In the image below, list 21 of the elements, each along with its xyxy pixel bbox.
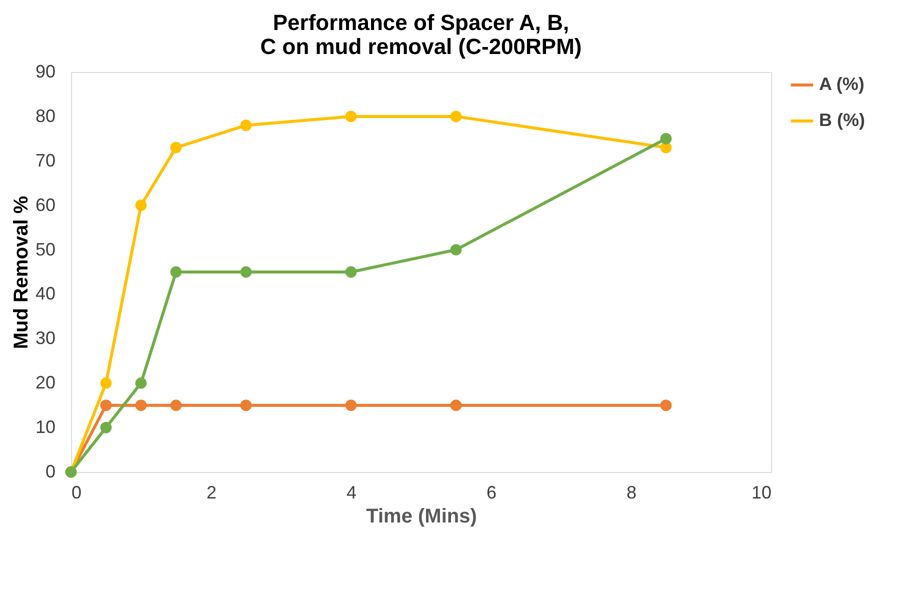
x-axis-title: Time (Mins) (366, 506, 477, 528)
chart-title: Performance of Spacer A, B, C on mud removal (C-200RPM) (260, 10, 582, 59)
y-axis-title: Mud Removal % (10, 196, 32, 350)
y-tick-label: 90 (35, 62, 56, 82)
x-tick-label: 6 (486, 482, 497, 502)
y-tick-label: 70 (35, 150, 56, 170)
y-tick-label: 10 (35, 417, 56, 438)
y-tick-label: 30 (35, 328, 56, 348)
y-tick-label: 80 (35, 106, 56, 126)
x-tick-label: 4 (346, 482, 357, 502)
y-tick-label: 50 (35, 239, 56, 260)
y-tick-label: 40 (35, 284, 56, 304)
x-tick-label: 2 (206, 482, 217, 502)
legend-label: B (%) (819, 110, 865, 130)
y-tick-label: 20 (35, 372, 56, 393)
x-tick-label: 0 (72, 482, 82, 502)
x-tick-label: 10 (751, 482, 772, 502)
x-tick-label: 8 (626, 482, 637, 502)
legend-label: A (%) (819, 74, 864, 94)
y-tick-label: 60 (35, 194, 56, 215)
y-tick-label: 0 (45, 462, 56, 482)
